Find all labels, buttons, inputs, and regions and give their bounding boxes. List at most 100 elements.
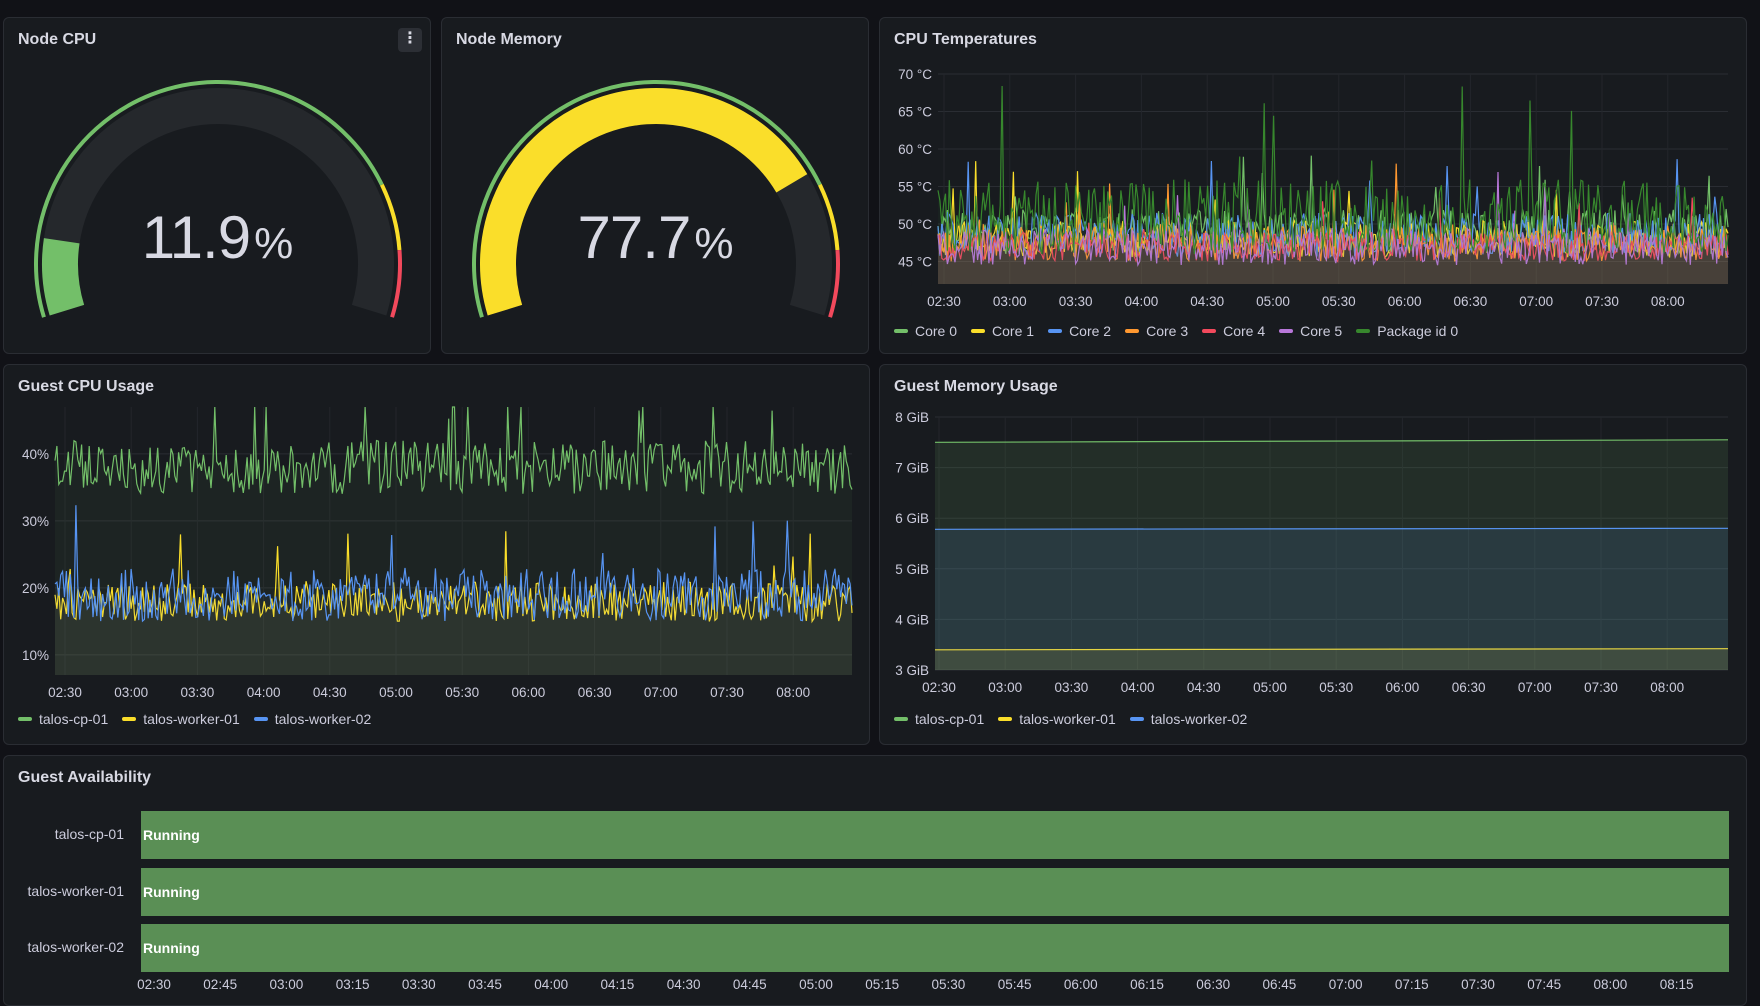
legend-item[interactable]: Package id 0 — [1356, 323, 1458, 339]
x-tick-label: 06:45 — [1263, 977, 1297, 992]
series-area — [55, 505, 852, 675]
legend-label: Package id 0 — [1377, 323, 1459, 339]
series-line — [54, 505, 853, 623]
legend-swatch — [253, 717, 268, 721]
x-tick-label: 04:00 — [247, 685, 281, 700]
x-tick-label: 08:00 — [1650, 680, 1684, 695]
legend-item[interactable]: talos-cp-01 — [894, 711, 984, 727]
panel-title: CPU Temperatures — [894, 31, 1037, 48]
series-line — [54, 406, 853, 496]
availability-state-bar[interactable]: Running — [141, 811, 1729, 859]
x-tick-label: 05:00 — [1253, 680, 1287, 695]
x-tick-label: 06:00 — [1064, 977, 1098, 992]
x-tick-label: 05:00 — [1256, 294, 1290, 309]
gauge-threshold-yellow — [380, 183, 402, 251]
x-tick-label: 04:30 — [1187, 680, 1221, 695]
x-tick-label: 03:30 — [1055, 680, 1089, 695]
x-tick-label: 03:00 — [993, 294, 1027, 309]
y-tick-label: 70 °C — [898, 67, 932, 82]
series-area — [935, 439, 1728, 670]
node-cpu-gauge — [34, 80, 402, 318]
x-tick-label: 07:45 — [1527, 977, 1561, 992]
gauge-unit: % — [694, 219, 733, 268]
legend-item[interactable]: Core 1 — [971, 323, 1034, 339]
series-line — [937, 171, 1729, 267]
availability-state-bar[interactable]: Running — [141, 868, 1729, 916]
legend-item[interactable]: talos-worker-01 — [998, 711, 1116, 727]
x-tick-label: 07:30 — [1461, 977, 1495, 992]
legend-item[interactable]: Core 2 — [1048, 323, 1111, 339]
y-tick-label: 10% — [22, 648, 49, 663]
x-tick-label: 04:30 — [667, 977, 701, 992]
legend-item[interactable]: talos-cp-01 — [18, 711, 108, 727]
legend-item[interactable]: Core 5 — [1279, 323, 1342, 339]
series-area — [938, 172, 1728, 284]
legend-swatch — [1202, 329, 1217, 333]
panel-title: Guest Memory Usage — [894, 378, 1058, 395]
gauge-unit: % — [254, 219, 293, 268]
legend-label: Core 0 — [915, 323, 958, 339]
x-tick-label: 05:00 — [379, 685, 413, 700]
legend-label: talos-worker-01 — [1019, 711, 1116, 727]
availability-row-label: talos-cp-01 — [54, 826, 124, 842]
availability-state-bar[interactable]: Running — [141, 924, 1729, 972]
availability-state-label: Running — [143, 940, 200, 956]
legend-swatch — [971, 329, 986, 333]
x-tick-label: 02:30 — [922, 680, 956, 695]
legend-item[interactable]: Core 4 — [1202, 323, 1265, 339]
kebab-menu-icon[interactable]: ⋮ — [398, 28, 422, 52]
legend-item[interactable]: Core 3 — [1125, 323, 1188, 339]
x-tick-label: 07:30 — [710, 685, 744, 700]
y-tick-label: 55 °C — [898, 180, 932, 195]
y-tick-label: 60 °C — [898, 142, 932, 157]
legend-swatch — [1356, 329, 1371, 333]
legend-label: Core 3 — [1146, 323, 1189, 339]
x-tick-label: 06:30 — [1454, 294, 1488, 309]
y-tick-label: 3 GiB — [895, 663, 929, 678]
x-tick-label: 05:30 — [932, 977, 966, 992]
legend-item[interactable]: talos-worker-01 — [122, 711, 240, 727]
availability-time-axis: 02:30 02:45 03:00 03:15 03:30 03:45 04:00 04:15… — [137, 977, 1693, 992]
x-tick-label: 04:15 — [601, 977, 635, 992]
series-line — [937, 85, 1729, 255]
x-tick-label: 03:00 — [988, 680, 1022, 695]
legend-swatch — [1129, 717, 1144, 721]
x-tick-label: 05:30 — [445, 685, 479, 700]
x-tick-label: 04:00 — [534, 977, 568, 992]
gauge-value-arc — [480, 88, 808, 316]
x-tick-label: 08:00 — [776, 685, 810, 700]
x-tick-label: 07:15 — [1395, 977, 1429, 992]
x-tick-label: 07:00 — [644, 685, 678, 700]
node-cpu-panel: Node CPU ⋮ 11.9% — [3, 17, 431, 354]
y-tick-label: 40% — [22, 447, 49, 462]
series-line — [934, 527, 1729, 530]
x-tick-label: 03:30 — [181, 685, 215, 700]
x-tick-label: 04:30 — [313, 685, 347, 700]
legend-item[interactable]: Core 0 — [894, 323, 957, 339]
x-tick-label: 03:30 — [402, 977, 436, 992]
series-area — [935, 648, 1728, 670]
gauge-track — [42, 88, 394, 316]
legend-item[interactable]: talos-worker-02 — [1129, 711, 1247, 727]
guest-memory-panel: Guest Memory Usage 3 GiB 4 GiB 5 GiB 6 GiB 7… — [879, 364, 1747, 745]
guest-memory-chart: 3 GiB 4 GiB 5 GiB 6 GiB 7 GiB 8 GiB 02:30 03:00… — [895, 410, 1729, 695]
legend-label: talos-cp-01 — [39, 711, 109, 727]
legend-swatch — [894, 329, 908, 333]
x-tick-label: 03:15 — [336, 977, 370, 992]
gauge-number: 77.7 — [577, 204, 692, 271]
availability-state-label: Running — [143, 827, 200, 843]
legend-swatch — [18, 717, 32, 721]
x-tick-label: 05:30 — [1319, 680, 1353, 695]
node-memory-gauge — [472, 80, 840, 318]
series-area — [935, 528, 1728, 670]
x-tick-label: 07:00 — [1518, 680, 1552, 695]
series-area — [938, 197, 1728, 284]
gauge-value: 11.9% — [4, 203, 430, 272]
node-memory-panel: Node Memory 77.7% — [441, 17, 869, 354]
legend-item[interactable]: talos-worker-02 — [253, 711, 371, 727]
availability-row-label: talos-worker-02 — [27, 939, 124, 955]
chart-legend: talos-cp-01 talos-worker-01 talos-worker-0… — [894, 711, 1261, 727]
x-tick-label: 06:30 — [1196, 977, 1230, 992]
cpu-temperatures-panel: CPU Temperatures 45 °C 50 °C 55 °C 60 °C 65 … — [879, 17, 1747, 354]
x-tick-label: 03:30 — [1059, 294, 1093, 309]
